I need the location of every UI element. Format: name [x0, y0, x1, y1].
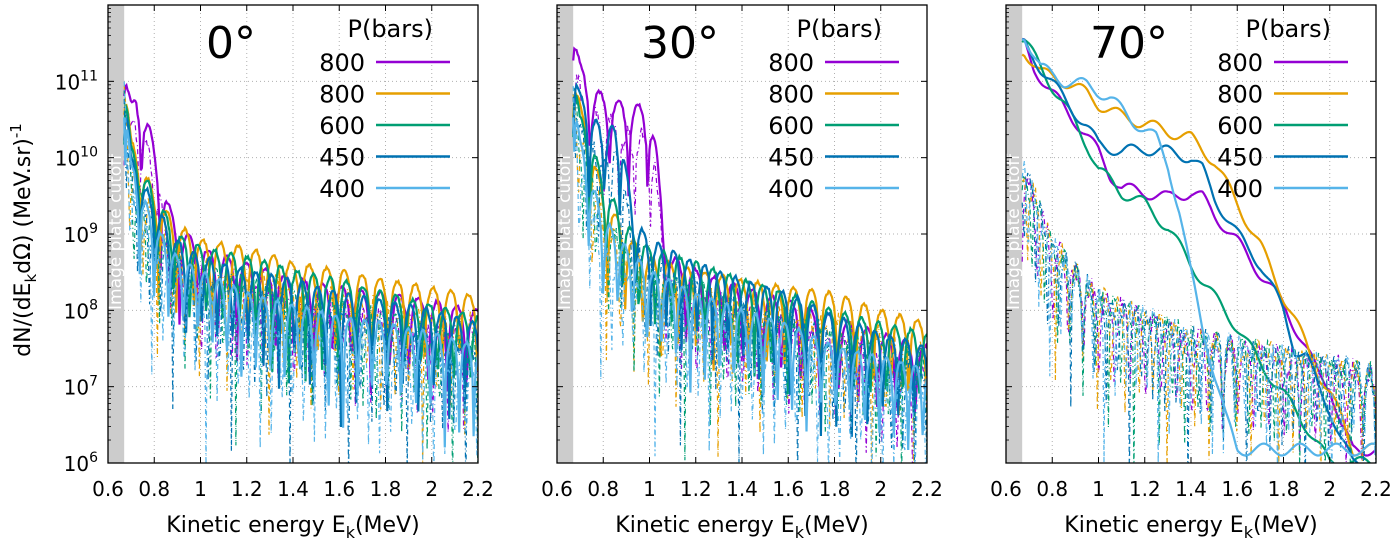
panel-title: 70° — [1090, 18, 1168, 69]
series-line-800 — [123, 103, 478, 364]
series-line-400 — [123, 117, 478, 448]
y-tick-label: 108 — [64, 297, 98, 323]
y-tick-label: 109 — [64, 221, 98, 247]
legend-title: P(bars) — [347, 15, 433, 43]
legend-title: P(bars) — [1245, 15, 1331, 43]
x-tick-label: 0.6 — [990, 477, 1022, 501]
legend: P(bars) 800 800 600 450 400 — [1217, 15, 1348, 203]
x-tick-label: 2.2 — [462, 477, 494, 501]
x-tick-label: 2.2 — [911, 477, 943, 501]
legend-entry-label: 450 — [319, 144, 365, 172]
x-tick-label: 1 — [194, 477, 207, 501]
x-axis-label: Kinetic energy Ek(MeV) — [1064, 513, 1317, 541]
curves — [572, 46, 927, 463]
x-tick-label: 1.8 — [819, 477, 851, 501]
legend-entry-label: 600 — [768, 112, 814, 140]
x-tick-label: 0.8 — [587, 477, 619, 501]
legend-entry-label: 800 — [1217, 49, 1263, 77]
series-line-450 — [1022, 37, 1376, 463]
legend-entry-label: 400 — [319, 175, 365, 203]
x-tick-label: 1.6 — [323, 477, 355, 501]
legend-entry-label: 800 — [768, 49, 814, 77]
cutoff-band — [557, 5, 574, 463]
x-tick-label: 0.8 — [138, 477, 170, 501]
legend-entry-label: 400 — [768, 175, 814, 203]
panel-title: 30° — [641, 18, 719, 69]
series-line-600 — [1021, 38, 1372, 463]
series-line-600 — [123, 103, 478, 384]
x-tick-label: 0.8 — [1036, 477, 1068, 501]
series-line-dashed-800 — [1021, 177, 1376, 463]
y-tick-label: 1010 — [55, 145, 98, 171]
series-line-450 — [123, 117, 478, 428]
x-tick-label: 1.8 — [1268, 477, 1300, 501]
legend-entry-label: 800 — [1217, 81, 1263, 109]
x-tick-label: 1 — [1092, 477, 1105, 501]
legend-title: P(bars) — [796, 15, 882, 43]
x-tick-label: 2.2 — [1360, 477, 1392, 501]
curves — [1021, 37, 1376, 463]
series-line-dashed-600 — [1021, 175, 1376, 463]
curves — [123, 81, 478, 463]
x-tick-label: 2 — [874, 477, 887, 501]
series-line-450 — [572, 82, 927, 437]
legend: P(bars) 800 800 600 450 400 — [319, 15, 450, 203]
x-tick-label: 0.6 — [92, 477, 124, 501]
series-line-400 — [572, 117, 927, 451]
legend-entry-label: 800 — [768, 81, 814, 109]
cutoff-label: Image plate cutoff — [1004, 153, 1024, 310]
legend-entry-label: 600 — [319, 112, 365, 140]
x-tick-label: 2 — [425, 477, 438, 501]
x-tick-label: 1.2 — [231, 477, 263, 501]
legend-entry-label: 800 — [319, 49, 365, 77]
cutoff-band — [1006, 5, 1023, 463]
x-tick-label: 1.2 — [680, 477, 712, 501]
legend-entry-label: 450 — [1217, 144, 1263, 172]
cutoff-band — [108, 5, 125, 463]
series-line-dashed-800 — [572, 73, 927, 463]
x-tick-label: 1.4 — [726, 477, 758, 501]
x-tick-label: 1.8 — [370, 477, 402, 501]
y-axis-label: dN/(dEkdΩ) (MeV.sr)-1 — [7, 123, 40, 357]
panel-70-degrees: Image plate cutoff 0.6 0.8 1 1.2 1.4 1.6 1.8 2 2.… — [990, 4, 1392, 541]
series-line-dashed-400 — [1021, 160, 1376, 463]
y-tick-label: 1011 — [55, 68, 98, 94]
x-tick-label: 0.6 — [541, 477, 573, 501]
panel-30-degrees: Image plate cutoff 0.6 0.8 1 1.2 1.4 1.6 1.8 2 2.… — [541, 4, 943, 541]
x-tick-label: 1 — [643, 477, 656, 501]
x-tick-label: 1.2 — [1129, 477, 1161, 501]
panel-title: 0° — [206, 18, 256, 69]
y-tick-label: 106 — [64, 450, 98, 476]
x-axis-label: Kinetic energy Ek(MeV) — [615, 513, 868, 541]
x-tick-label: 2 — [1323, 477, 1336, 501]
series-line-dashed-400 — [123, 81, 478, 463]
panel-0-degrees: Image plate cutoff 0.6 0.8 1 1.2 1.4 1.6 1.8 2 2.… — [55, 4, 494, 541]
series-line-dashed-800 — [1021, 177, 1376, 463]
cutoff-label: Image plate cutoff — [555, 153, 575, 310]
x-tick-label: 1.6 — [772, 477, 804, 501]
legend-entry-label: 600 — [1217, 112, 1263, 140]
legend-entry-label: 400 — [1217, 175, 1263, 203]
x-tick-label: 1.6 — [1221, 477, 1253, 501]
legend-entry-label: 450 — [768, 144, 814, 172]
legend-entry-label: 800 — [319, 81, 365, 109]
cutoff-label: Image plate cutoff — [106, 153, 126, 310]
x-tick-label: 1.4 — [277, 477, 309, 501]
legend: P(bars) 800 800 600 450 400 — [768, 15, 899, 203]
y-tick-label: 107 — [64, 374, 98, 400]
x-tick-label: 1.4 — [1175, 477, 1207, 501]
x-axis-label: Kinetic energy Ek(MeV) — [166, 513, 419, 541]
series-line-400 — [1021, 38, 1376, 457]
series-line-dashed-450 — [1021, 172, 1376, 463]
